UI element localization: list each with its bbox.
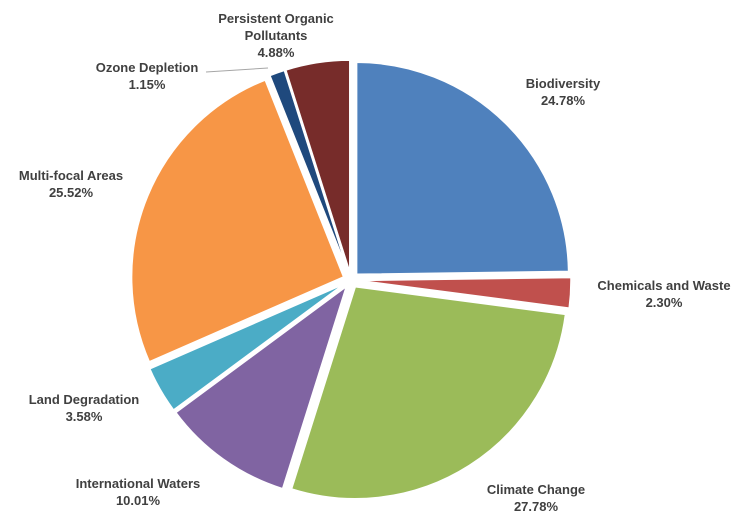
data-label-chemicals-and-waste: Chemicals and Waste 2.30% <box>597 278 730 310</box>
pie-slice-chemicals-and-waste <box>358 276 572 309</box>
pie-slice-climate-change <box>290 285 567 500</box>
data-label-category: Pollutants <box>245 28 308 43</box>
pie-slice-persistent-organic-pollutants <box>284 59 351 273</box>
data-label-category: Land Degradation <box>29 392 140 407</box>
pie-slice-land-degradation <box>148 283 345 412</box>
data-label-value: 2.30% <box>646 295 683 310</box>
data-label-value: 25.52% <box>49 185 94 200</box>
data-label-value: 3.58% <box>66 409 103 424</box>
data-label-biodiversity: Biodiversity 24.78% <box>526 76 601 108</box>
data-label-value: 24.78% <box>541 93 586 108</box>
pie-slice-ozone-depletion <box>268 69 350 273</box>
data-label-category: Biodiversity <box>526 76 601 91</box>
data-label-category: Ozone Depletion <box>96 60 199 75</box>
leader-line-ozone-depletion <box>205 67 269 73</box>
data-label-category: Persistent Organic <box>218 11 334 26</box>
data-label-value: 4.88% <box>258 45 295 60</box>
data-label-international-waters: International Waters 10.01% <box>76 476 200 508</box>
data-labels: Biodiversity 24.78% Chemicals and Waste 2.3… <box>19 11 731 514</box>
data-label-ozone-depletion: Ozone Depletion 1.15% <box>96 60 199 92</box>
pie-slice-multi-focal-areas <box>130 79 345 363</box>
data-label-land-degradation: Land Degradation 3.58% <box>29 392 140 424</box>
data-label-category: Multi-focal Areas <box>19 168 123 183</box>
data-label-category: International Waters <box>76 476 200 491</box>
pie-slices <box>130 59 572 500</box>
data-label-persistent-organic-pollutants: Persistent Organic Pollutants 4.88% <box>218 11 334 60</box>
data-label-category: Climate Change <box>487 482 585 497</box>
leader-lines <box>205 67 269 73</box>
data-label-climate-change: Climate Change 27.78% <box>487 482 585 514</box>
data-label-value: 10.01% <box>116 493 161 508</box>
data-label-value: 27.78% <box>514 499 559 514</box>
data-label-category: Chemicals and Waste <box>597 278 730 293</box>
pie-slice-international-waters <box>174 284 348 490</box>
data-label-value: 1.15% <box>129 77 166 92</box>
data-label-multi-focal-areas: Multi-focal Areas 25.52% <box>19 168 123 200</box>
pie-slice-biodiversity <box>355 61 570 276</box>
